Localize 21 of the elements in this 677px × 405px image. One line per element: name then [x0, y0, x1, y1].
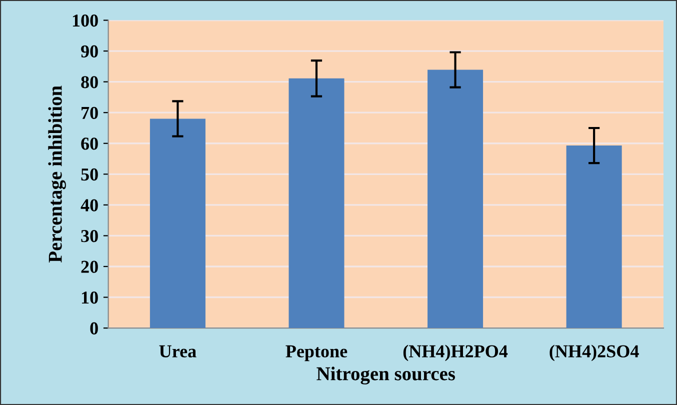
- y-tick-label: 30: [81, 230, 98, 242]
- y-tick-label: 40: [80, 199, 98, 212]
- bar: [428, 70, 484, 328]
- x-axis-title: Nitrogen sources: [316, 366, 455, 384]
- y-tick-label: 90: [81, 45, 98, 58]
- x-tick-label: Urea: [159, 345, 196, 358]
- y-tick-label: 20: [81, 260, 98, 273]
- y-tick-label: 70: [82, 106, 98, 120]
- bar: [566, 146, 622, 328]
- x-tick-label: (NH4)H2PO4: [403, 344, 508, 362]
- y-tick-label: 10: [82, 292, 98, 304]
- y-tick-label: 60: [81, 138, 98, 150]
- y-tick-label: 50: [81, 168, 98, 181]
- x-tick-label: (NH4)2SO4: [550, 344, 639, 362]
- bar: [150, 118, 206, 328]
- bar: [288, 78, 344, 328]
- y-tick-label: 80: [81, 76, 98, 88]
- y-tick-label: 100: [72, 14, 98, 27]
- y-axis-title: Percentage inhibition: [48, 86, 66, 262]
- y-tick-label: 0: [90, 322, 98, 334]
- x-tick-label: Peptone: [286, 345, 348, 362]
